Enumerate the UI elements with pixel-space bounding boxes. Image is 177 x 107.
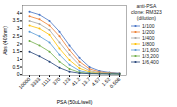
- svg-text:0: 0: [17, 71, 20, 77]
- svg-text:0.508: 0.508: [108, 76, 121, 89]
- svg-text:3: 3: [17, 25, 20, 31]
- svg-text:2.5: 2.5: [13, 33, 20, 39]
- svg-text:1111: 1111: [40, 76, 51, 87]
- svg-text:3.5: 3.5: [13, 17, 20, 23]
- html-text:1/3,200: 1/3,200: [142, 53, 159, 59]
- svg-text:1.52: 1.52: [100, 76, 112, 88]
- svg-text:1: 1: [17, 56, 20, 62]
- html-text:1/6,400: 1/6,400: [142, 59, 159, 65]
- svg-text:13.7: 13.7: [80, 76, 91, 87]
- svg-text:4: 4: [17, 10, 20, 16]
- svg-text:1.5: 1.5: [13, 48, 20, 54]
- html-text:anti-PSA clone: RM323 (dilutio: anti-PSA clone: RM323 (dilution): [131, 3, 162, 21]
- svg-text:PSA (50uL/well): PSA (50uL/well): [57, 99, 93, 105]
- svg-text:370: 370: [51, 76, 61, 86]
- html-text:1/200: 1/200: [142, 29, 155, 35]
- svg-text:Abs (405nm): Abs (405nm): [2, 26, 8, 55]
- svg-text:41.2: 41.2: [70, 76, 81, 87]
- svg-text:3333: 3333: [29, 76, 41, 88]
- svg-text:0.5: 0.5: [13, 64, 20, 70]
- svg-text:123: 123: [61, 76, 71, 86]
- svg-text:2: 2: [17, 41, 20, 47]
- html-text:1/1,600: 1/1,600: [142, 47, 159, 53]
- html-text:1/400: 1/400: [142, 35, 155, 41]
- html-text:1/100: 1/100: [142, 23, 155, 29]
- svg-text:10000: 10000: [17, 76, 32, 91]
- html-text:1/800: 1/800: [142, 41, 155, 47]
- svg-text:4.57: 4.57: [90, 76, 101, 87]
